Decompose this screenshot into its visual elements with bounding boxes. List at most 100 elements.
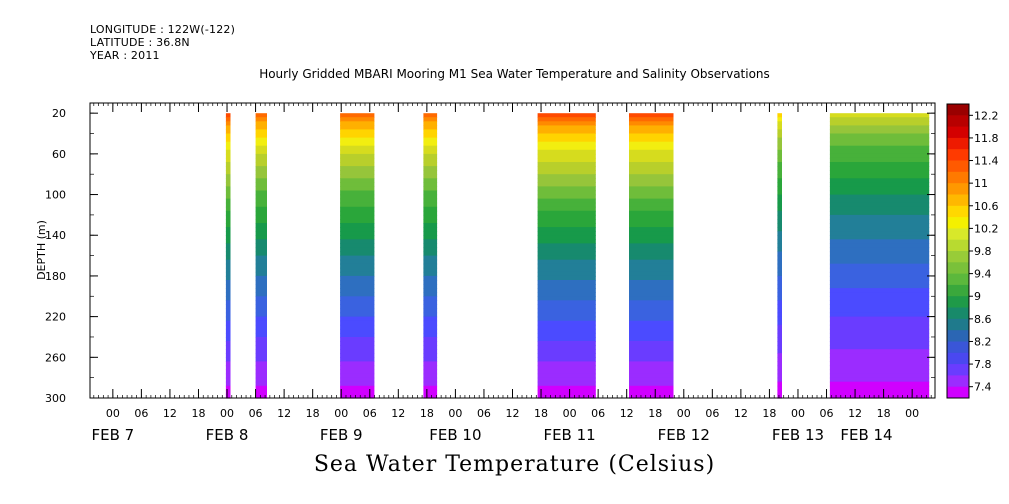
- colorbar-bin: [947, 115, 969, 128]
- x-tick-label: 18: [191, 407, 205, 420]
- x-tick-label: 12: [163, 407, 177, 420]
- y-axis: 20 60 100 140 180 220 260 300: [45, 107, 935, 405]
- x-tick-label: 00: [220, 407, 234, 420]
- x-tick-label: 06: [363, 407, 377, 420]
- colorbar-bin: [947, 307, 969, 320]
- colorbar-label: 11.8: [974, 132, 999, 145]
- colorbar-bin: [947, 137, 969, 150]
- colorbar-bin: [947, 160, 969, 173]
- colorbar-label: 10.2: [974, 222, 999, 235]
- x-tick-label: 12: [734, 407, 748, 420]
- y-axis-label: DEPTH (m): [35, 220, 48, 280]
- colorbar-bin: [947, 171, 969, 184]
- x-tick-label: 18: [762, 407, 776, 420]
- data-block-8: [829, 113, 930, 399]
- colorbar-bin: [947, 149, 969, 161]
- year-label: YEAR : 2011: [90, 49, 160, 62]
- x-tick-label: 18: [534, 407, 548, 420]
- colorbar-bin: [947, 375, 969, 388]
- variable-title: Sea Water Temperature (Celsius): [313, 452, 716, 477]
- y-tick-label: 60: [52, 148, 66, 161]
- data-blocks: [225, 113, 930, 399]
- x-tick-label: 06: [705, 407, 719, 420]
- x-day-label: FEB 9: [320, 426, 363, 444]
- colorbar-bin: [947, 386, 969, 399]
- x-day-label: FEB 8: [206, 426, 249, 444]
- x-day-label: FEB 13: [772, 426, 824, 444]
- y-tick-label: 100: [45, 189, 66, 202]
- data-block-2: [255, 113, 267, 399]
- colorbar-label: 7.8: [974, 358, 992, 371]
- x-day-label: FEB 7: [91, 426, 134, 444]
- data-block-4: [423, 113, 438, 399]
- colorbar-label: 9.4: [974, 268, 992, 281]
- colorbar-label: 12.2: [974, 109, 999, 122]
- colorbar-bin: [947, 104, 969, 116]
- colorbar-label: 11.4: [974, 155, 999, 168]
- colorbar-label: 9: [974, 290, 981, 303]
- plot-frame: [89, 102, 936, 399]
- y-tick-label: 140: [45, 229, 66, 242]
- colorbar-bin: [947, 228, 969, 241]
- data-block-7: [777, 113, 782, 399]
- x-tick-label: 06: [591, 407, 605, 420]
- x-tick-label: 00: [106, 407, 120, 420]
- x-tick-label: 00: [448, 407, 462, 420]
- x-tick-label: 00: [563, 407, 577, 420]
- colorbar-label: 9.8: [974, 245, 992, 258]
- data-block-6: [629, 113, 674, 399]
- colorbar-bin: [947, 251, 969, 263]
- x-tick-label: 18: [420, 407, 434, 420]
- colorbar-bin: [947, 296, 969, 308]
- x-day-label: FEB 11: [543, 426, 595, 444]
- x-tick-label: 00: [905, 407, 919, 420]
- colorbar-bin: [947, 318, 969, 331]
- colorbar-bin: [947, 126, 969, 139]
- x-day-label: FEB 12: [658, 426, 710, 444]
- y-tick-label: 260: [45, 351, 66, 364]
- x-tick-label: 12: [620, 407, 634, 420]
- x-tick-label: 06: [134, 407, 148, 420]
- y-tick-label: 300: [45, 392, 66, 405]
- colorbar-bin: [947, 205, 969, 218]
- colorbar-label: 10.6: [974, 200, 999, 213]
- x-tick-label: 00: [677, 407, 691, 420]
- colorbar-bin: [947, 341, 969, 354]
- x-tick-label: 06: [820, 407, 834, 420]
- colorbar-label: 11: [974, 177, 988, 190]
- x-tick-label: 06: [477, 407, 491, 420]
- colorbar-bin: [947, 284, 969, 297]
- x-tick-label: 12: [391, 407, 405, 420]
- colorbar-label: 7.4: [974, 381, 992, 394]
- longitude-label: LONGITUDE : 122W(-122): [90, 23, 236, 36]
- colorbar-label: 8.2: [974, 335, 992, 348]
- colorbar-bin: [947, 262, 969, 275]
- x-tick-label: 00: [334, 407, 348, 420]
- colorbar-bin: [947, 239, 969, 252]
- x-tick-label: 18: [648, 407, 662, 420]
- x-day-label: FEB 14: [840, 426, 892, 444]
- colorbar: 12.2 11.8 11.4 11 10.6 10.2 9.8 9.4 9 8.6 8.2 7.8 7.…: [946, 103, 999, 399]
- y-tick-label: 180: [45, 270, 66, 283]
- latitude-label: LATITUDE : 36.8N: [90, 36, 190, 49]
- x-tick-label: 06: [249, 407, 263, 420]
- colorbar-bin: [947, 194, 969, 207]
- chart-title: Hourly Gridded MBARI Mooring M1 Sea Wate…: [259, 67, 770, 81]
- colorbar-bin: [947, 273, 969, 286]
- colorbar-bin: [947, 352, 969, 365]
- x-tick-label: 12: [848, 407, 862, 420]
- data-block-3: [340, 113, 375, 399]
- x-axis: 00 06 12 18 00 06 12 18 00 06 12 18 00 06 12 18 00 06 12 18…: [91, 103, 932, 444]
- y-tick-label: 20: [52, 107, 66, 120]
- colorbar-bin: [947, 330, 969, 342]
- colorbar-bin: [947, 183, 969, 195]
- x-tick-label: 12: [506, 407, 520, 420]
- data-block-5: [537, 113, 596, 399]
- colorbar-bin: [947, 217, 969, 229]
- y-tick-label: 220: [45, 311, 66, 324]
- x-day-label: FEB 10: [429, 426, 481, 444]
- x-tick-label: 12: [277, 407, 291, 420]
- x-tick-label: 18: [306, 407, 320, 420]
- colorbar-bin: [947, 364, 969, 376]
